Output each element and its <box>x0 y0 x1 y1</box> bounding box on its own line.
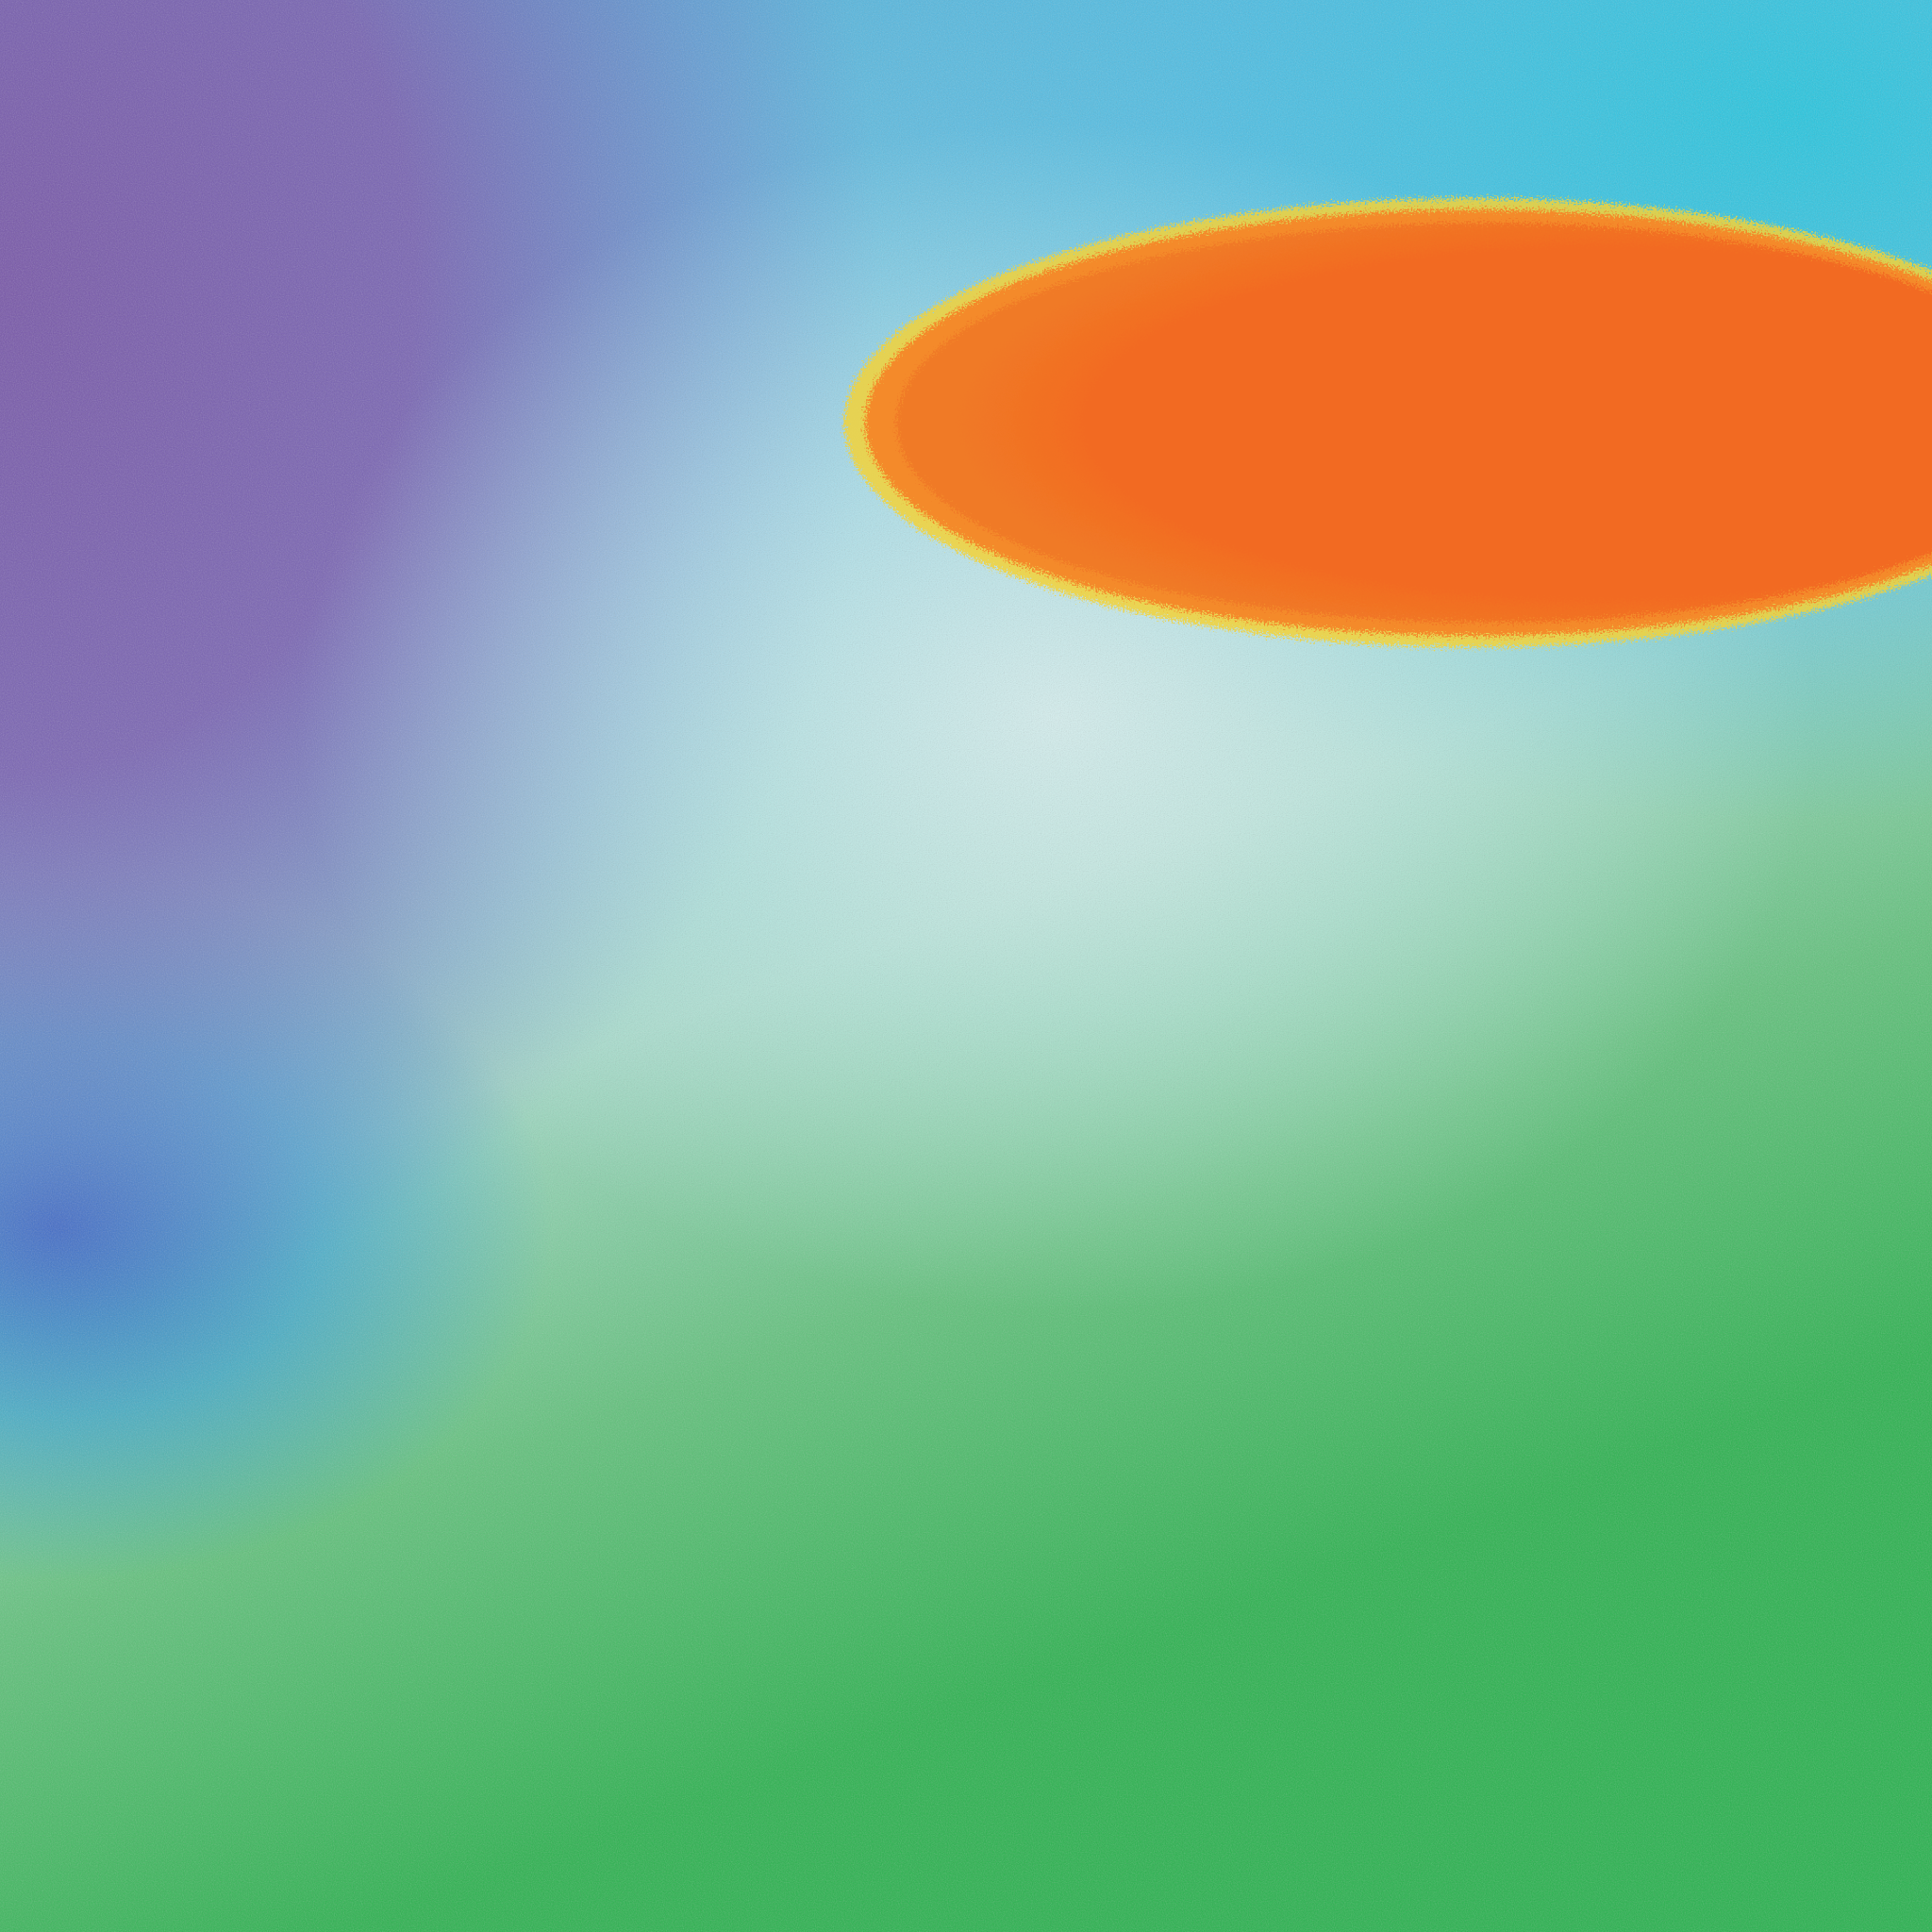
orange-rim <box>865 209 1932 636</box>
orange-ellipse-core <box>896 223 1932 623</box>
yellow-ellipse-rim <box>844 198 1932 647</box>
